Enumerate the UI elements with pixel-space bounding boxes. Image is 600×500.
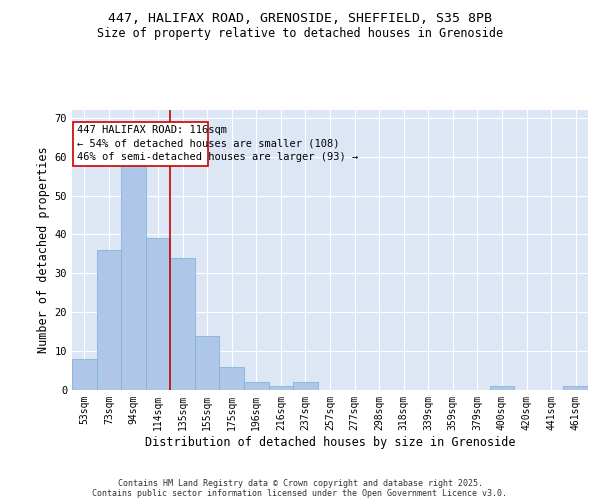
Bar xyxy=(244,382,269,390)
Bar xyxy=(293,382,318,390)
Bar xyxy=(73,122,208,166)
Bar xyxy=(72,359,97,390)
Bar xyxy=(269,386,293,390)
Bar xyxy=(170,258,195,390)
Bar xyxy=(97,250,121,390)
Text: ← 54% of detached houses are smaller (108): ← 54% of detached houses are smaller (10… xyxy=(77,138,340,148)
Bar xyxy=(490,386,514,390)
Text: 447 HALIFAX ROAD: 116sqm: 447 HALIFAX ROAD: 116sqm xyxy=(77,125,227,135)
Bar xyxy=(220,366,244,390)
Bar xyxy=(121,160,146,390)
Text: Contains public sector information licensed under the Open Government Licence v3: Contains public sector information licen… xyxy=(92,488,508,498)
Y-axis label: Number of detached properties: Number of detached properties xyxy=(37,146,50,354)
Bar xyxy=(146,238,170,390)
X-axis label: Distribution of detached houses by size in Grenoside: Distribution of detached houses by size … xyxy=(145,436,515,448)
Text: Size of property relative to detached houses in Grenoside: Size of property relative to detached ho… xyxy=(97,28,503,40)
Text: 447, HALIFAX ROAD, GRENOSIDE, SHEFFIELD, S35 8PB: 447, HALIFAX ROAD, GRENOSIDE, SHEFFIELD,… xyxy=(108,12,492,26)
Bar xyxy=(563,386,588,390)
Bar xyxy=(195,336,220,390)
Text: Contains HM Land Registry data © Crown copyright and database right 2025.: Contains HM Land Registry data © Crown c… xyxy=(118,478,482,488)
Text: 46% of semi-detached houses are larger (93) →: 46% of semi-detached houses are larger (… xyxy=(77,152,358,162)
